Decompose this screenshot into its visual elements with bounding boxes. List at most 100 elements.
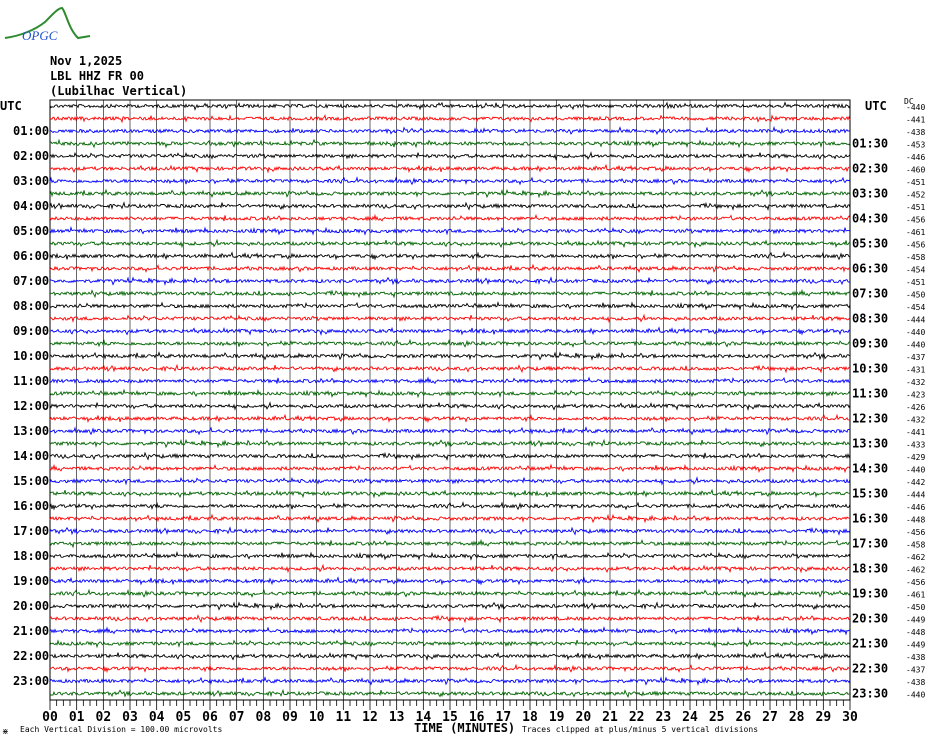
dc-offset-label: -438 — [906, 653, 925, 662]
dc-offset-label: -449 — [906, 616, 925, 625]
x-tick-label: 28 — [789, 710, 805, 725]
trace-row-44 — [49, 651, 851, 661]
right-time-label: 19:30 — [852, 587, 888, 601]
dc-offset-label: -448 — [906, 516, 925, 525]
x-tick-label: 30 — [842, 710, 858, 725]
left-time-label: 22:00 — [13, 649, 49, 663]
dc-offset-label: -432 — [906, 378, 925, 387]
x-tick-label: 26 — [736, 710, 752, 725]
dc-offset-label: -451 — [906, 178, 925, 187]
dc-offset-label: -441 — [906, 116, 925, 125]
trace-row-41 — [50, 614, 850, 624]
right-time-label: 18:30 — [852, 562, 888, 576]
trace-row-38 — [49, 576, 851, 586]
right-time-label: 14:30 — [852, 462, 888, 476]
right-time-label: 02:30 — [852, 162, 888, 176]
trace-row-0 — [49, 101, 851, 111]
left-time-label: 04:00 — [13, 199, 49, 213]
left-time-label: 11:00 — [13, 374, 49, 388]
x-tick-label: 04 — [149, 710, 165, 725]
left-time-label: 12:00 — [13, 399, 49, 413]
left-time-label: 23:00 — [13, 674, 49, 688]
trace-row-32 — [49, 501, 851, 511]
trace-row-17 — [49, 313, 851, 324]
right-time-label: 23:30 — [852, 687, 888, 701]
trace-row-30 — [49, 476, 851, 486]
left-time-label: 08:00 — [13, 299, 49, 313]
trace-row-40 — [49, 601, 851, 611]
x-tick-label: 02 — [96, 710, 112, 725]
dc-offset-label: -446 — [906, 153, 925, 162]
dc-offset-label: -458 — [906, 253, 925, 262]
dc-offset-label: -441 — [906, 428, 925, 437]
dc-offset-label: -450 — [906, 603, 925, 612]
x-tick-label: 25 — [709, 710, 725, 725]
trace-row-10 — [49, 226, 851, 236]
x-tick-label: 17 — [496, 710, 512, 725]
x-tick-label: 19 — [549, 710, 565, 725]
left-time-label: 09:00 — [13, 324, 49, 338]
trace-row-23 — [49, 388, 851, 399]
dc-offset-label: -460 — [906, 166, 925, 175]
trace-row-7 — [49, 188, 851, 199]
right-time-label: 22:30 — [852, 662, 888, 676]
dc-offset-label: -444 — [906, 491, 925, 500]
trace-row-46 — [49, 676, 851, 686]
x-tick-label: 29 — [816, 710, 832, 725]
dc-offset-label: -454 — [906, 303, 925, 312]
trace-row-36 — [49, 551, 851, 561]
dc-offset-label: -440 — [906, 328, 925, 337]
trace-row-8 — [49, 201, 851, 211]
x-tick-label: 09 — [282, 710, 298, 725]
x-tick-label: 23 — [656, 710, 672, 725]
trace-row-4 — [49, 151, 851, 161]
dc-offset-label: -440 — [906, 103, 925, 112]
dc-offset-label: -462 — [906, 566, 925, 575]
trace-row-45 — [49, 663, 851, 674]
x-tick-label: 06 — [202, 710, 218, 725]
header-location: (Lubilhac Vertical) — [50, 84, 187, 98]
x-tick-label: 22 — [629, 710, 645, 725]
x-tick-label: 27 — [762, 710, 778, 725]
trace-row-2 — [49, 125, 851, 136]
dc-offset-label: -437 — [906, 666, 925, 675]
right-time-label: 10:30 — [852, 362, 888, 376]
dc-offset-label: -426 — [906, 403, 925, 412]
x-tick-label: 10 — [309, 710, 325, 725]
dc-offset-label: -437 — [906, 353, 925, 362]
dc-offset-label: -431 — [906, 366, 925, 375]
left-time-label: 10:00 — [13, 349, 49, 363]
trace-row-28 — [49, 451, 851, 461]
trace-row-35 — [49, 538, 850, 549]
right-time-label: 16:30 — [852, 512, 888, 526]
left-time-label: 20:00 — [13, 599, 49, 613]
x-tick-label: 05 — [176, 710, 192, 725]
dc-offset-label: -452 — [906, 191, 925, 200]
x-tick-label: 03 — [122, 710, 138, 725]
x-tick-label: 07 — [229, 710, 245, 725]
left-time-label: 06:00 — [13, 249, 49, 263]
left-axis-label: UTC — [0, 99, 22, 113]
header-station: LBL HHZ FR 00 — [50, 69, 144, 83]
dc-offset-label: -446 — [906, 503, 925, 512]
right-axis-label: UTC — [865, 99, 887, 113]
header-date: Nov 1,2025 — [50, 54, 122, 68]
dc-offset-label: -442 — [906, 478, 925, 487]
right-time-label: 15:30 — [852, 487, 888, 501]
dc-offset-label: -432 — [906, 416, 925, 425]
dc-offset-label: -456 — [906, 241, 925, 250]
right-time-label: 07:30 — [852, 287, 888, 301]
dc-label: DC — [904, 97, 914, 106]
dc-offset-label: -440 — [906, 691, 925, 700]
dc-offset-label: -450 — [906, 291, 925, 300]
dc-offset-label: -448 — [906, 628, 925, 637]
dc-offset-label: -438 — [906, 678, 925, 687]
x-tick-label: 24 — [682, 710, 698, 725]
right-time-label: 11:30 — [852, 387, 888, 401]
left-time-label: 15:00 — [13, 474, 49, 488]
trace-row-13 — [49, 263, 851, 274]
x-tick-label: 01 — [69, 710, 85, 725]
left-time-label: 13:00 — [13, 424, 49, 438]
left-time-label: 02:00 — [13, 149, 49, 163]
